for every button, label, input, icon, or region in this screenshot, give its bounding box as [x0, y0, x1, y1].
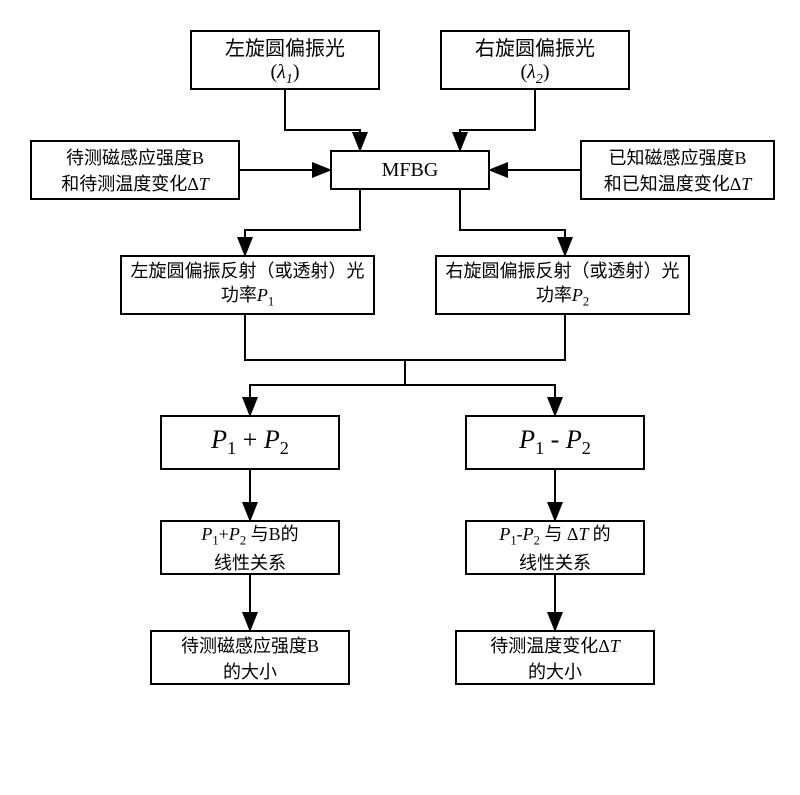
edges-layer — [20, 20, 780, 775]
node-power-right: 右旋圆偏振反射（或透射）光功率P2 — [435, 255, 690, 315]
node-out-t: 待测温度变化ΔT 的大小 — [455, 630, 655, 685]
node-sum: P1 + P2 — [160, 415, 340, 470]
node-power-left: 左旋圆偏振反射（或透射）光功率P1 — [120, 255, 375, 315]
node-top-left: 左旋圆偏振光 (λ1) — [190, 30, 380, 90]
node-mfbg: MFBG — [330, 150, 490, 190]
node-out-b: 待测磁感应强度B 的大小 — [150, 630, 350, 685]
node-diff: P1 - P2 — [465, 415, 645, 470]
node-rel-b: P1+P2 与B的 线性关系 — [160, 520, 340, 575]
flowchart: 左旋圆偏振光 (λ1) 右旋圆偏振光 (λ2) 待测磁感应强度B 和待测温度变化… — [20, 20, 780, 775]
node-top-right: 右旋圆偏振光 (λ2) — [440, 30, 630, 90]
node-rel-t: P1-P2 与 ΔT 的 线性关系 — [465, 520, 645, 575]
node-left-condition: 待测磁感应强度B 和待测温度变化ΔT — [30, 140, 240, 200]
node-right-condition: 已知磁感应强度B 和已知温度变化ΔT — [580, 140, 775, 200]
